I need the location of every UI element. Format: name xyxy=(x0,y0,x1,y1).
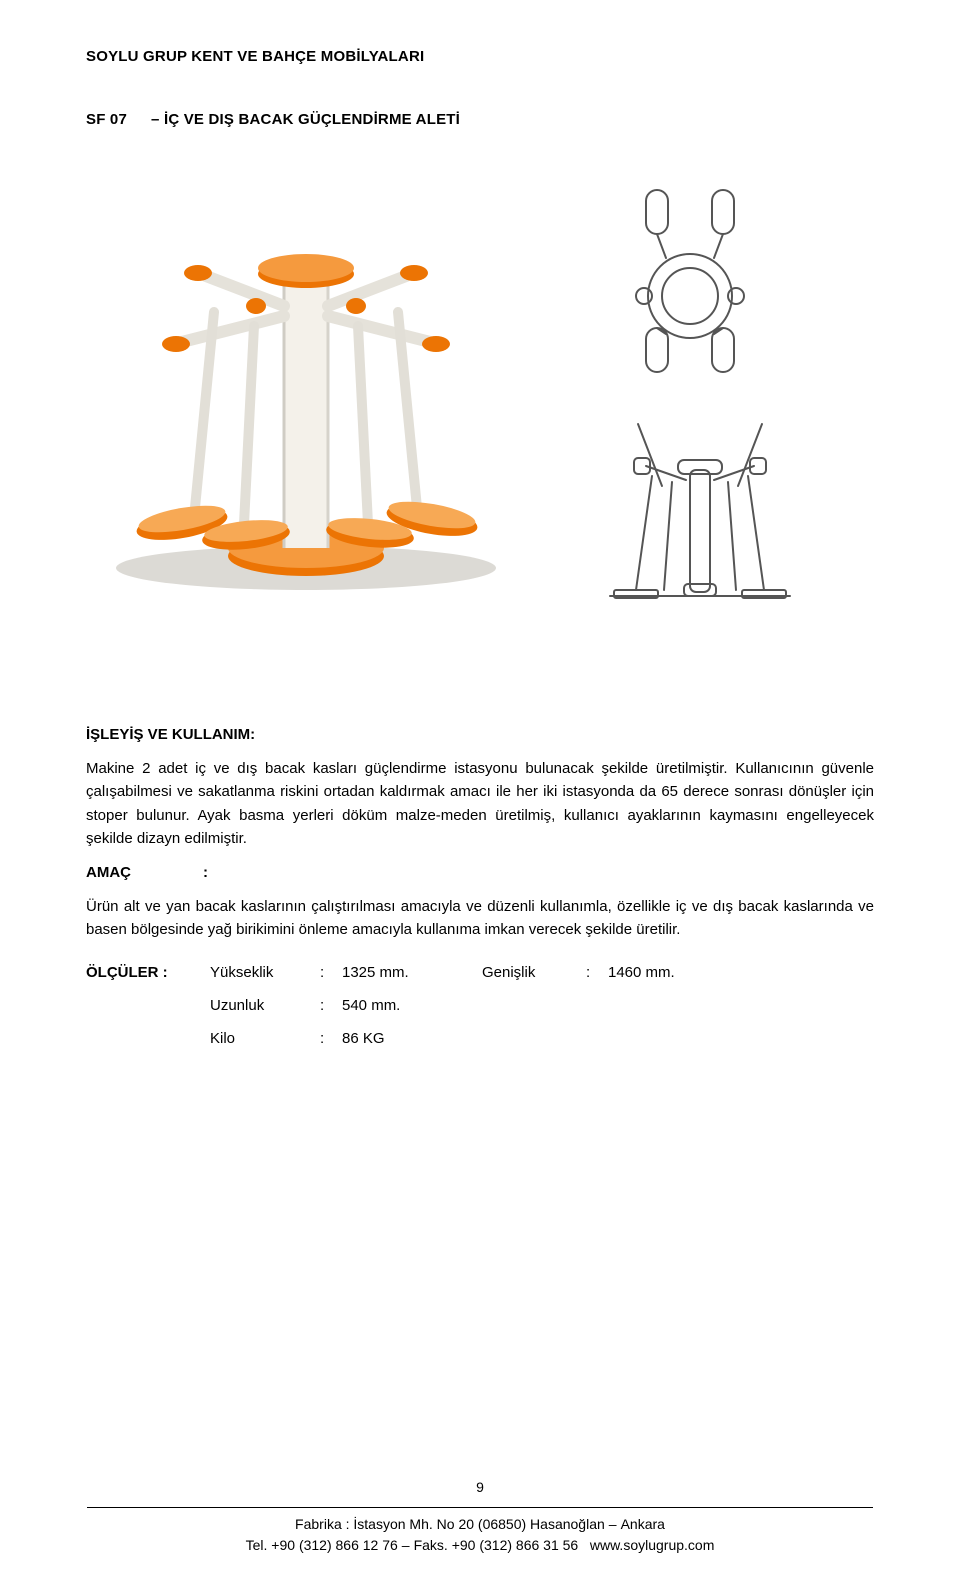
footer-address: Fabrika : İstasyon Mh. No 20 (06850) Has… xyxy=(0,1514,960,1534)
dimensions-block: ÖLÇÜLER : Yükseklik : 1325 mm. Genişlik … xyxy=(86,956,874,1055)
footer-contact: Tel. +90 (312) 866 12 76–Faks. +90 (312)… xyxy=(0,1535,960,1555)
company-header: SOYLU GRUP KENT VE BAHÇE MOBİLYALARI xyxy=(86,48,874,65)
dim-weight-val: 86 KG xyxy=(342,1022,482,1055)
footer-addr-a: Fabrika : İstasyon Mh. No 20 (06850) Has… xyxy=(295,1516,605,1532)
dim-colon: : xyxy=(586,956,608,989)
page-number: 9 xyxy=(0,1477,960,1497)
footer-dash: – xyxy=(398,1537,414,1553)
product-images-row xyxy=(86,156,874,596)
purpose-label: AMAÇ xyxy=(86,864,131,881)
footer-rule xyxy=(87,1507,873,1508)
footer-dash: – xyxy=(605,1516,621,1532)
dim-colon: : xyxy=(320,989,342,1022)
footer-tel: Tel. +90 (312) 866 12 76 xyxy=(246,1537,398,1553)
dim-colon: : xyxy=(320,956,342,989)
product-render xyxy=(86,156,526,596)
dim-weight-key: Kilo xyxy=(210,1022,320,1055)
page-footer: 9 Fabrika : İstasyon Mh. No 20 (06850) H… xyxy=(0,1477,960,1555)
dim-width-val: 1460 mm. xyxy=(608,956,675,989)
dim-height-val: 1325 mm. xyxy=(342,956,482,989)
diagram-top-view xyxy=(590,178,790,378)
product-code: SF 07 xyxy=(86,111,127,128)
purpose-colon: : xyxy=(203,864,208,881)
footer-addr-b: Ankara xyxy=(621,1516,665,1532)
usage-paragraph: Makine 2 adet iç ve dış bacak kasları gü… xyxy=(86,757,874,850)
dim-height-key: Yükseklik xyxy=(210,956,320,989)
dim-length-val: 540 mm. xyxy=(342,989,482,1022)
footer-fax: Faks. +90 (312) 866 31 56 xyxy=(414,1537,579,1553)
purpose-label-row: AMAÇ: xyxy=(86,864,874,881)
dim-length-key: Uzunluk xyxy=(210,989,320,1022)
diagram-side-view xyxy=(590,396,790,596)
footer-url: www.soylugrup.com xyxy=(590,1537,715,1553)
dim-colon: : xyxy=(320,1022,342,1055)
purpose-paragraph: Ürün alt ve yan bacak kaslarının çalıştı… xyxy=(86,895,874,942)
title-dash: – xyxy=(151,111,160,128)
product-title: İÇ VE DIŞ BACAK GÜÇLENDİRME ALETİ xyxy=(164,111,460,128)
product-diagrams xyxy=(550,178,830,596)
dim-width-key: Genişlik xyxy=(482,956,586,989)
product-title-line: SF 07 – İÇ VE DIŞ BACAK GÜÇLENDİRME ALETİ xyxy=(86,111,874,128)
usage-label: İŞLEYİŞ VE KULLANIM: xyxy=(86,726,874,743)
dimensions-label: ÖLÇÜLER : xyxy=(86,956,210,989)
